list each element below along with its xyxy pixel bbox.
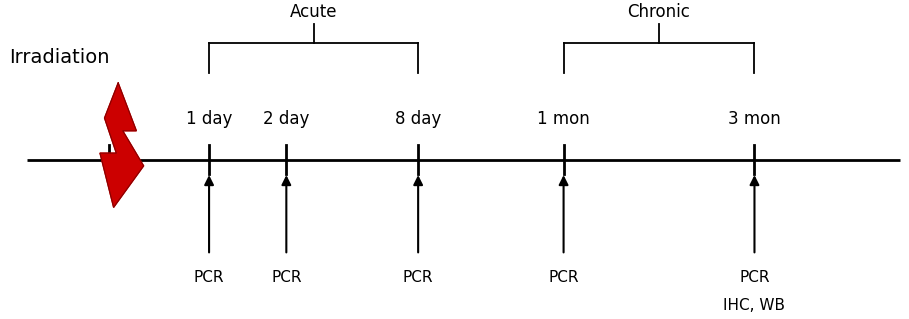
Text: 1 mon: 1 mon bbox=[537, 110, 590, 128]
Text: PCR: PCR bbox=[403, 270, 434, 285]
Text: Irradiation: Irradiation bbox=[9, 48, 110, 67]
Text: 8 day: 8 day bbox=[395, 110, 441, 128]
Text: 2 day: 2 day bbox=[263, 110, 310, 128]
Polygon shape bbox=[100, 83, 144, 207]
Text: 1 day: 1 day bbox=[185, 110, 233, 128]
Text: Chronic: Chronic bbox=[627, 3, 691, 21]
Text: PCR: PCR bbox=[194, 270, 225, 285]
Text: Acute: Acute bbox=[290, 3, 337, 21]
Text: 3 mon: 3 mon bbox=[728, 110, 781, 128]
Text: IHC, WB: IHC, WB bbox=[724, 298, 785, 313]
Text: PCR: PCR bbox=[548, 270, 579, 285]
Text: PCR: PCR bbox=[739, 270, 770, 285]
Text: PCR: PCR bbox=[271, 270, 302, 285]
